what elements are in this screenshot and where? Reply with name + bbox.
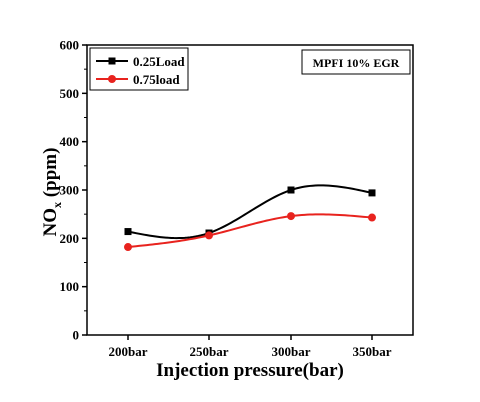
point-0-0 bbox=[124, 228, 132, 236]
point-1-1 bbox=[205, 231, 213, 240]
y-tick-label-6: 600 bbox=[60, 38, 80, 53]
y-tick-label-3: 300 bbox=[60, 183, 80, 198]
series-line-0 bbox=[127, 184, 373, 240]
y-tick-label-1: 100 bbox=[60, 279, 80, 294]
y-tick-label-0: 0 bbox=[73, 328, 80, 343]
y-axis-label-main: NO bbox=[40, 208, 61, 237]
x-tick-labels: 200bar 250bar 300bar 350bar bbox=[109, 344, 392, 359]
x-tick-label-2: 300bar bbox=[272, 344, 311, 359]
y-tick-label-5: 500 bbox=[60, 86, 80, 101]
annotation-box bbox=[301, 49, 411, 75]
plot-frame bbox=[86, 44, 414, 336]
series-markers bbox=[124, 186, 376, 252]
legend-label-1: 0.75load bbox=[133, 72, 180, 87]
annotation: MPFI 10% EGR bbox=[301, 49, 411, 75]
legend-label-0: 0.25Load bbox=[133, 54, 185, 69]
y-axis-label-sub: x bbox=[50, 202, 64, 208]
annotation-text: MPFI 10% EGR bbox=[313, 56, 400, 70]
y-tick-label-2: 200 bbox=[60, 231, 80, 246]
y-axis-label-unit: (ppm) bbox=[40, 148, 61, 202]
x-tick-label-3: 350bar bbox=[353, 344, 392, 359]
legend-marker-1 bbox=[108, 75, 116, 83]
legend-box bbox=[89, 47, 189, 91]
point-1-2 bbox=[287, 212, 295, 221]
point-0-3 bbox=[368, 189, 376, 197]
y-tick-labels: 0 100 200 300 400 500 600 bbox=[60, 38, 80, 343]
x-axis-label: Injection pressure(bar) bbox=[156, 360, 344, 381]
point-1-0 bbox=[124, 243, 132, 252]
series-curves bbox=[127, 184, 373, 249]
legend: 0.25Load 0.75load bbox=[89, 47, 189, 91]
point-0-2 bbox=[287, 186, 295, 194]
point-1-3 bbox=[368, 213, 376, 222]
x-tick-label-1: 250bar bbox=[190, 344, 229, 359]
series-line-1 bbox=[127, 213, 373, 249]
x-tick-label-0: 200bar bbox=[109, 344, 148, 359]
y-tick-label-4: 400 bbox=[60, 134, 80, 149]
legend-marker-0 bbox=[108, 57, 116, 65]
y-axis-label: NOx (ppm) bbox=[40, 148, 64, 237]
